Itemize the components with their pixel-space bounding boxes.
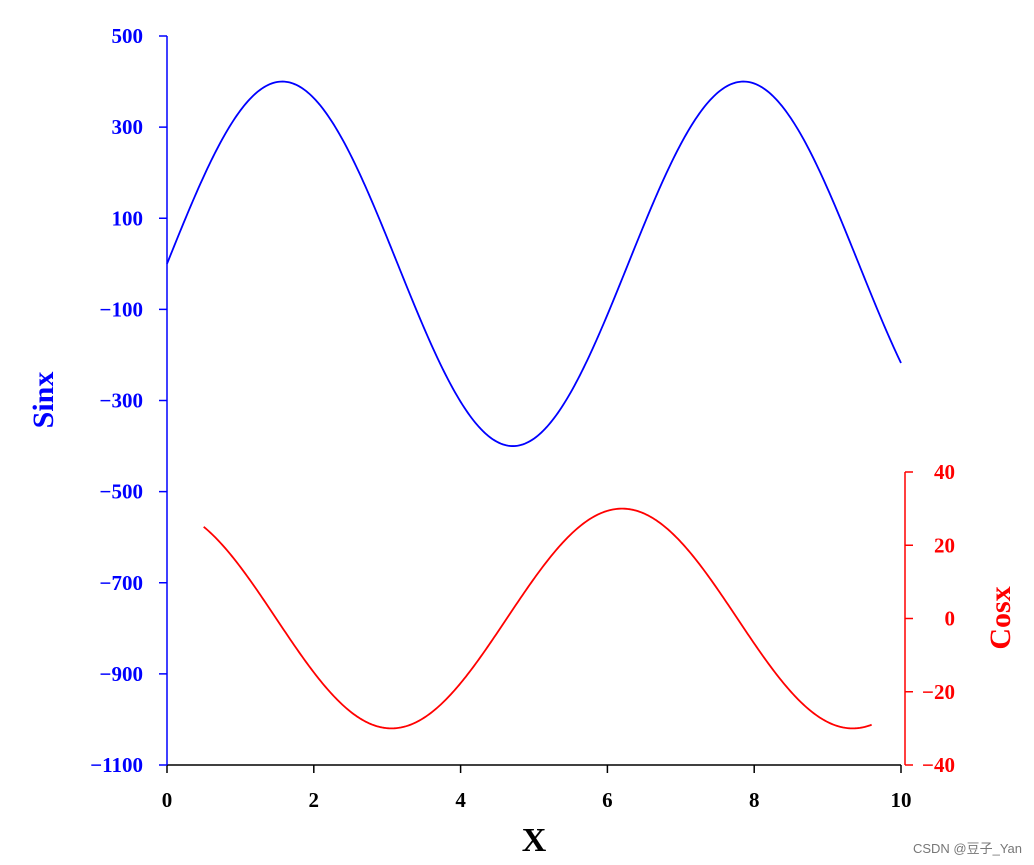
left-y-tick-label: −900 [100, 662, 143, 686]
labels-layer: 0 2 4 6 8 10 X 500 300 100 −100 −300 −500 −700 −900 −11… [27, 24, 1017, 859]
watermark: CSDN @豆子_Yan [912, 841, 1022, 856]
left-y-tick-label: −300 [100, 389, 143, 413]
sinx-series-line [166, 80, 902, 447]
right-y-tick-label: −40 [922, 753, 955, 777]
left-y-tick-label: 300 [112, 115, 144, 139]
right-y-tick-label: −20 [922, 680, 955, 704]
x-tick-label: 6 [602, 788, 613, 812]
x-tick-label: 2 [309, 788, 320, 812]
right-y-tick-label: 40 [934, 460, 955, 484]
x-axis-title: X [522, 822, 547, 859]
right-y-axis-title: Cosx [984, 586, 1017, 649]
right-y-tick-label: 20 [934, 533, 955, 557]
x-tick-label: 8 [749, 788, 760, 812]
left-y-axis-title: Sinx [27, 372, 60, 429]
left-y-tick-label: 500 [112, 24, 144, 48]
x-tick-label: 4 [455, 788, 466, 812]
cosx-series-line [203, 507, 872, 730]
x-tick-label: 0 [162, 788, 173, 812]
left-y-tick-label: −500 [100, 480, 143, 504]
left-y-tick-label: −700 [100, 571, 143, 595]
left-y-tick-label: −100 [100, 297, 143, 321]
right-y-tick-label: 0 [945, 607, 956, 631]
x-tick-label: 10 [891, 788, 912, 812]
series-layer [166, 80, 902, 730]
axes-layer [159, 35, 913, 773]
left-y-tick-label: 100 [112, 206, 144, 230]
left-y-tick-label: −1100 [90, 753, 143, 777]
